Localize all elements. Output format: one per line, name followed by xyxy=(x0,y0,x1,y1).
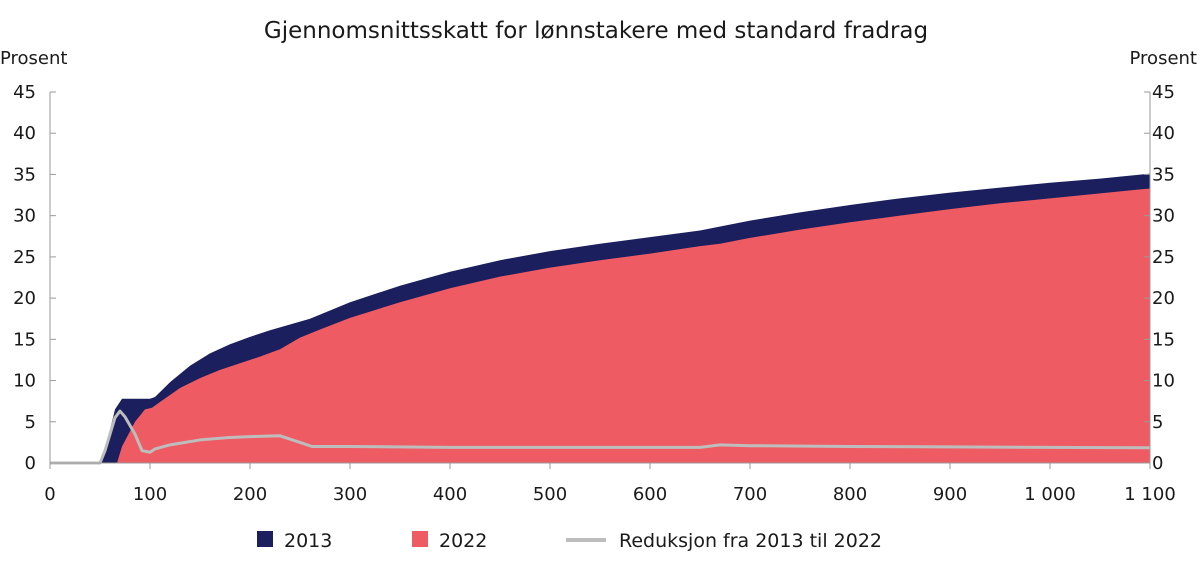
x-tick-label: 200 xyxy=(233,484,267,505)
y-tick-label-left: 40 xyxy=(13,123,36,144)
x-tick-label: 0 xyxy=(44,484,55,505)
y-tick-label-right: 45 xyxy=(1152,82,1175,103)
x-tick-label: 800 xyxy=(833,484,867,505)
y-tick-label-right: 10 xyxy=(1152,371,1175,392)
series-line-reduksjon-fra-2013-til-2022 xyxy=(50,409,1151,465)
y-tick-label-right: 35 xyxy=(1152,164,1175,185)
y-tick-label-left: 20 xyxy=(13,288,36,309)
legend-label-2022: 2022 xyxy=(439,530,487,552)
x-tick-label: 1 000 xyxy=(1024,484,1076,505)
x-tick-label: 1 100 xyxy=(1124,484,1176,505)
y-tick-label-left: 10 xyxy=(13,371,36,392)
x-tick-label: 900 xyxy=(933,484,967,505)
y-tick-label-right: 20 xyxy=(1152,288,1175,309)
x-tick-label: 600 xyxy=(633,484,667,505)
x-tick-label: 500 xyxy=(533,484,567,505)
y-tick-label-right: 0 xyxy=(1152,453,1163,474)
x-tick-label: 700 xyxy=(733,484,767,505)
y-tick-label-left: 30 xyxy=(13,206,36,227)
y-tick-label-right: 5 xyxy=(1152,412,1163,433)
y-tick-label-left: 45 xyxy=(13,82,36,103)
y-tick-label-left: 15 xyxy=(13,329,36,350)
legend-label-reduksjon-fra-2013-til-2022: Reduksjon fra 2013 til 2022 xyxy=(619,530,882,552)
x-tick-label: 300 xyxy=(333,484,367,505)
chart-title: Gjennomsnittsskatt for lønnstakere med s… xyxy=(264,18,928,44)
plot-area xyxy=(50,173,1151,465)
y-tick-label-left: 35 xyxy=(13,164,36,185)
x-tick-label: 100 xyxy=(133,484,167,505)
x-tick-label: 400 xyxy=(433,484,467,505)
y-tick-label-left: 5 xyxy=(25,412,36,433)
legend-label-2013: 2013 xyxy=(284,530,332,552)
y-tick-label-left: 0 xyxy=(25,453,36,474)
y-tick-label-right: 15 xyxy=(1152,329,1175,350)
series-area-2022 xyxy=(50,188,1150,463)
legend: 2013 2022 Reduksjon fra 2013 til 2022 xyxy=(257,530,882,552)
legend-swatch-2013 xyxy=(257,531,273,547)
right-axis-title: Prosent xyxy=(1130,48,1197,69)
y-tick-label-left: 25 xyxy=(13,247,36,268)
left-axis-title: Prosent xyxy=(0,48,67,69)
y-tick-label-right: 25 xyxy=(1152,247,1175,268)
legend-swatch-2022 xyxy=(412,531,428,547)
y-tick-label-right: 40 xyxy=(1152,123,1175,144)
y-tick-label-right: 30 xyxy=(1152,206,1175,227)
